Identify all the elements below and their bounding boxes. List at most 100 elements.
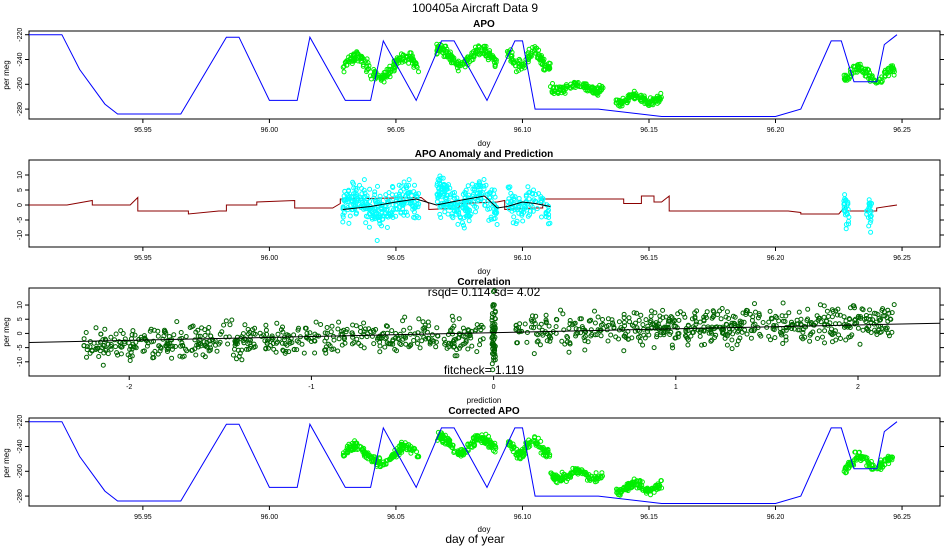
apo-point bbox=[341, 69, 347, 75]
correlation-point bbox=[573, 333, 579, 339]
correlation-point bbox=[693, 319, 699, 325]
correlation-point bbox=[588, 327, 594, 333]
correlation-point bbox=[567, 318, 573, 323]
correlation-point bbox=[223, 334, 229, 340]
correlation-point bbox=[771, 327, 777, 333]
apo-point bbox=[584, 477, 590, 483]
anomaly-point bbox=[511, 214, 517, 220]
apo-point bbox=[387, 63, 393, 69]
apo-point bbox=[885, 455, 891, 461]
apo-point bbox=[551, 473, 557, 479]
correlation-point bbox=[855, 325, 861, 331]
correlation-point bbox=[544, 338, 550, 344]
anomaly-point bbox=[405, 190, 410, 196]
correlation-point bbox=[604, 324, 610, 329]
apo-point bbox=[506, 50, 512, 56]
anomaly-point bbox=[390, 215, 396, 220]
correlation-point bbox=[766, 333, 772, 339]
correlation-point bbox=[266, 345, 271, 351]
correlation-point bbox=[196, 340, 202, 346]
correlation-point bbox=[621, 315, 627, 321]
correlation-point bbox=[531, 351, 537, 357]
anomaly-point bbox=[475, 190, 481, 196]
correlation-point bbox=[491, 302, 497, 308]
correlation-point bbox=[213, 342, 218, 348]
correlation-point bbox=[336, 336, 342, 342]
x-tick-label: 96.15 bbox=[640, 255, 658, 262]
apo-point bbox=[514, 455, 520, 461]
correlation-point bbox=[608, 332, 614, 338]
correlation-point bbox=[718, 316, 724, 322]
y-tick-label: -240 bbox=[17, 52, 24, 66]
apo-point bbox=[891, 67, 897, 72]
correlation-point bbox=[452, 353, 458, 359]
correlation-point bbox=[651, 345, 657, 351]
correlation-point bbox=[282, 337, 287, 343]
correlation-point bbox=[229, 317, 235, 323]
correlation-point bbox=[821, 314, 827, 320]
apo-point bbox=[378, 464, 383, 470]
correlation-point bbox=[492, 288, 497, 294]
apo-point bbox=[467, 59, 473, 65]
correlation-point bbox=[756, 313, 762, 318]
anomaly-point bbox=[443, 196, 449, 202]
correlation-point bbox=[474, 349, 480, 355]
correlation-point bbox=[843, 318, 849, 324]
correlation-point bbox=[417, 345, 423, 351]
correlation-point bbox=[492, 346, 498, 352]
apo-point bbox=[413, 60, 419, 66]
correlation-point bbox=[264, 331, 270, 337]
correlation-point bbox=[699, 342, 705, 348]
correlation-point bbox=[173, 344, 178, 349]
correlation-point bbox=[93, 325, 99, 331]
correlation-point bbox=[598, 333, 604, 339]
correlation-point bbox=[371, 341, 377, 347]
apo-point bbox=[513, 63, 519, 69]
anomaly-point bbox=[437, 192, 443, 198]
anomaly-point bbox=[393, 213, 399, 219]
anomaly-point bbox=[445, 211, 451, 217]
anomaly-point bbox=[403, 200, 409, 206]
x-tick-label: 96.05 bbox=[387, 514, 405, 521]
correlation-point bbox=[667, 332, 673, 337]
apo-point bbox=[843, 74, 849, 79]
anomaly-point bbox=[511, 197, 517, 203]
correlation-point bbox=[773, 323, 779, 329]
apo-point bbox=[645, 102, 651, 108]
correlation-point bbox=[364, 334, 370, 340]
anomaly-point bbox=[367, 186, 373, 192]
correlation-point bbox=[553, 324, 559, 330]
anomaly-point bbox=[543, 210, 549, 216]
correlation-point bbox=[250, 327, 255, 333]
correlation-point bbox=[783, 334, 789, 340]
correlation-point bbox=[190, 323, 196, 329]
y-tick-label: 0 bbox=[17, 203, 24, 207]
correlation-point bbox=[564, 334, 570, 339]
anomaly-point bbox=[460, 191, 466, 197]
correlation-point bbox=[400, 318, 406, 324]
anomaly-point bbox=[401, 179, 407, 185]
correlation-point bbox=[81, 336, 87, 342]
correlation-point bbox=[491, 351, 497, 357]
anomaly-point bbox=[361, 177, 367, 183]
correlation-point bbox=[130, 328, 136, 334]
panel-correlation-marks bbox=[29, 288, 940, 373]
correlation-point bbox=[780, 300, 786, 306]
correlation-point bbox=[84, 347, 90, 353]
anomaly-point bbox=[546, 207, 551, 213]
correlation-point bbox=[197, 333, 203, 339]
anomaly-point bbox=[485, 206, 491, 212]
correlation-point bbox=[743, 312, 749, 317]
anomaly-point bbox=[539, 214, 544, 220]
correlation-point bbox=[165, 349, 170, 354]
apo-point bbox=[534, 441, 539, 447]
correlation-point bbox=[868, 330, 874, 335]
apo-point bbox=[473, 437, 479, 443]
correlation-point bbox=[407, 343, 413, 349]
correlation-point bbox=[817, 302, 823, 308]
anomaly-point bbox=[460, 220, 465, 226]
y-tick-label: -220 bbox=[17, 28, 24, 42]
correlation-point bbox=[688, 333, 694, 339]
correlation-point bbox=[105, 341, 111, 347]
